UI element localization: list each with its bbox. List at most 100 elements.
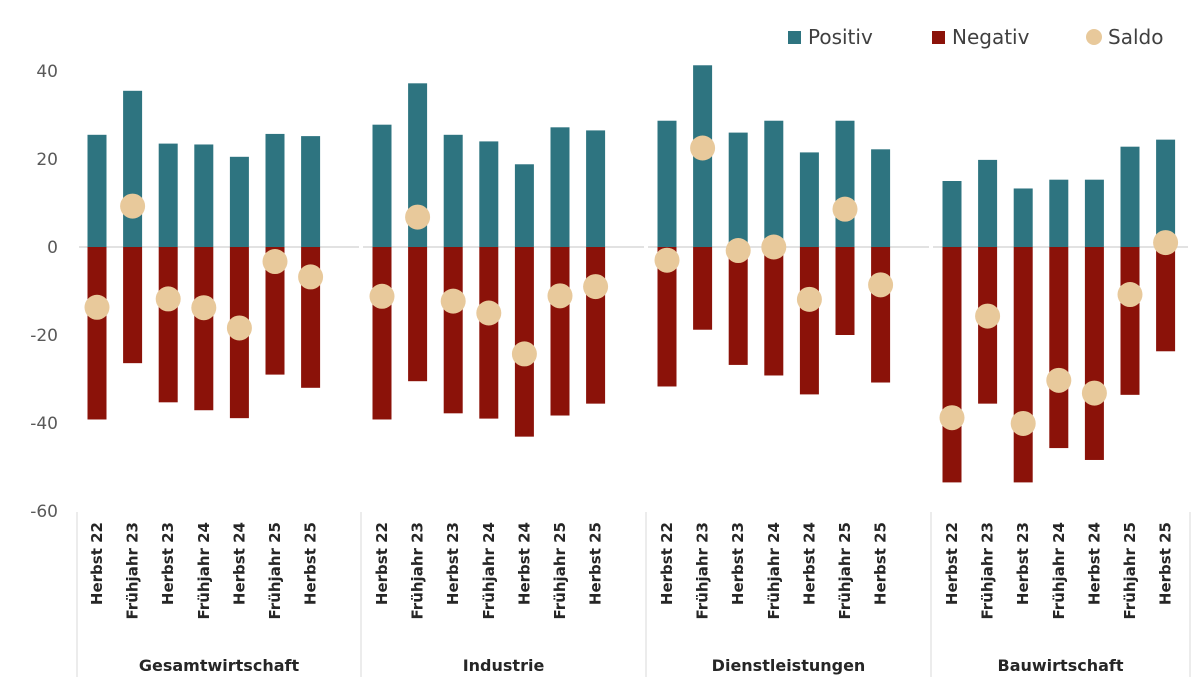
x-tick-label: Herbst 24 [230, 522, 248, 605]
bar-negativ [1084, 247, 1104, 460]
bar-positiv [1084, 179, 1104, 247]
legend-label: Positiv [808, 25, 873, 49]
x-tick-label: Herbst 22 [88, 522, 106, 605]
saldo-marker [84, 294, 110, 320]
bar-positiv [265, 133, 285, 247]
bar-positiv [1049, 179, 1069, 247]
bar-negativ [194, 247, 214, 411]
plot-area [79, 65, 1188, 483]
bar-positiv [1013, 188, 1033, 247]
x-tick-label: Herbst 25 [302, 522, 320, 605]
saldo-marker [975, 303, 1001, 329]
x-axis: Herbst 22 Frühjahr 23 Herbst 23 Frühjahr 24… [76, 512, 1191, 677]
bar-positiv [835, 120, 855, 247]
saldo-marker [583, 274, 609, 300]
saldo-marker [1046, 367, 1072, 393]
bar-negativ [586, 247, 606, 404]
legend-label: Negativ [952, 25, 1030, 49]
bar-negativ [835, 247, 855, 335]
x-tick-label: Frühjahr 23 [979, 522, 997, 619]
saldo-marker [226, 315, 252, 341]
y-tick-label: -60 [30, 502, 58, 522]
bar-negativ [123, 247, 143, 364]
legend-swatch [932, 31, 945, 44]
bar-negativ [871, 247, 891, 383]
bar-negativ [942, 247, 962, 483]
x-tick-label: Herbst 23 [1014, 522, 1032, 605]
bar-positiv [657, 120, 677, 247]
x-tick-label: Herbst 24 [515, 522, 533, 605]
x-tick-label: Frühjahr 23 [409, 522, 427, 619]
bar-negativ [1013, 247, 1033, 483]
x-tick-label: Frühjahr 25 [551, 522, 569, 619]
y-tick-label: 40 [36, 62, 58, 82]
saldo-marker [405, 204, 431, 230]
bar-negativ [550, 247, 570, 416]
x-tick-label: Herbst 23 [159, 522, 177, 605]
saldo-marker [369, 283, 395, 309]
x-tick-label: Frühjahr 23 [694, 522, 712, 619]
saldo-marker [547, 283, 573, 309]
bar-positiv [764, 120, 784, 247]
bar-positiv [443, 134, 463, 247]
saldo-marker [298, 264, 324, 290]
legend-swatch [1086, 29, 1102, 45]
bar-positiv [158, 143, 178, 247]
x-tick-label: Herbst 23 [444, 522, 462, 605]
bar-positiv [942, 181, 962, 247]
x-tick-label: Herbst 24 [1085, 522, 1103, 605]
bar-negativ [158, 247, 178, 403]
y-axis: 40 20 0 -20 -40 -60 [30, 62, 58, 522]
bar-positiv [123, 90, 143, 247]
x-tick-label: Frühjahr 25 [1121, 522, 1139, 619]
x-tick-label: Herbst 25 [872, 522, 890, 605]
x-tick-label: Herbst 25 [1157, 522, 1175, 605]
saldo-marker [262, 249, 288, 275]
bar-positiv [87, 134, 107, 247]
saldo-marker [476, 300, 502, 326]
saldo-marker [832, 196, 858, 222]
bar-positiv [586, 130, 606, 247]
saldo-marker [155, 286, 181, 312]
bar-positiv [301, 136, 321, 247]
legend-swatch [788, 31, 801, 44]
x-tick-label: Frühjahr 24 [480, 522, 498, 619]
saldo-marker [511, 341, 537, 367]
saldo-marker [1153, 230, 1179, 256]
bar-positiv [1120, 146, 1140, 247]
saldo-marker [440, 288, 466, 314]
legend-label: Saldo [1108, 25, 1163, 49]
bar-positiv [728, 132, 748, 247]
bar-negativ [693, 247, 713, 330]
bar-negativ [657, 247, 677, 387]
group-label: Bauwirtschaft [998, 656, 1124, 675]
saldo-marker [120, 193, 146, 219]
bar-negativ [1049, 247, 1069, 449]
saldo-marker [725, 238, 751, 264]
bar-positiv [1156, 139, 1176, 247]
y-tick-label: -20 [30, 326, 58, 346]
y-tick-label: 20 [36, 150, 58, 170]
bar-negativ [87, 247, 107, 420]
x-tick-label: Frühjahr 24 [195, 522, 213, 619]
y-tick-label: -40 [30, 414, 58, 434]
legend: Positiv Negativ Saldo [788, 25, 1163, 49]
bar-negativ [443, 247, 463, 414]
bar-positiv [978, 159, 998, 247]
saldo-marker [654, 247, 680, 273]
y-tick-label: 0 [47, 238, 58, 258]
bar-positiv [514, 164, 534, 247]
bar-negativ [265, 247, 285, 375]
x-tick-label: Herbst 25 [587, 522, 605, 605]
bar-negativ [1120, 247, 1140, 395]
saldo-marker [796, 286, 822, 312]
x-tick-label: Frühjahr 25 [266, 522, 284, 619]
x-tick-label: Herbst 23 [729, 522, 747, 605]
x-tick-label: Herbst 22 [943, 522, 961, 605]
saldo-marker [1010, 410, 1036, 436]
saldo-marker [939, 405, 965, 431]
bar-negativ [479, 247, 499, 419]
bar-positiv [871, 149, 891, 247]
saldo-marker [191, 295, 217, 321]
bar-positiv [479, 141, 499, 247]
